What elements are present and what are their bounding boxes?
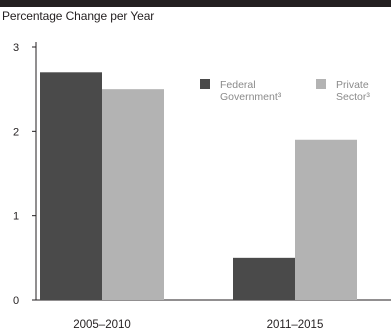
y-tick-label: 2	[13, 126, 19, 138]
legend-label-1-0: Private	[336, 79, 369, 91]
legend-swatch-1	[316, 79, 326, 89]
bar-private-1	[295, 139, 357, 300]
bar-federal-0	[40, 72, 102, 300]
bar-federal-1	[233, 257, 295, 300]
x-category-label: 2005–2010	[73, 319, 131, 331]
bar-private-0	[102, 89, 164, 301]
legend-label-0-0: Federal	[220, 79, 256, 91]
y-tick-label: 3	[13, 42, 19, 54]
bars	[40, 72, 357, 301]
y-tick-label: 1	[13, 211, 19, 223]
legend-label-0-1: Government³	[220, 91, 282, 103]
x-category-label: 2011–2015	[267, 319, 324, 331]
top-rule	[0, 0, 391, 7]
y-tick-label: 0	[13, 295, 19, 307]
chart-subtitle: Percentage Change per Year	[2, 9, 155, 23]
legend-swatch-0	[200, 79, 210, 89]
legend-label-1-1: Sector³	[336, 91, 370, 103]
